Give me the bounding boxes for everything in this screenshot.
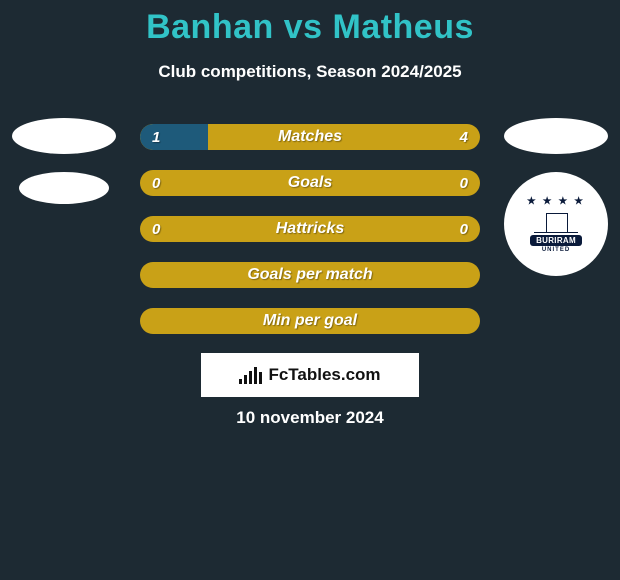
branding-box: FcTables.com: [201, 353, 419, 397]
bar-left-value: 1: [152, 124, 160, 150]
left-club-badge: [19, 172, 109, 204]
bars-icon: [239, 366, 262, 384]
stat-bar-matches: Matches1 4: [140, 124, 480, 150]
bar-label: Matches: [140, 124, 480, 150]
bar-right-value: 0: [460, 170, 468, 196]
bar-right-value: 4: [460, 124, 468, 150]
left-player-column: [8, 118, 120, 222]
comparison-card: Banhan vs Matheus Club competitions, Sea…: [0, 0, 620, 580]
right-club-badge: ★ ★ ★ ★ BURIRAM UNITED: [504, 172, 608, 276]
badge-stars-icon: ★ ★ ★ ★: [527, 196, 585, 207]
right-player-column: ★ ★ ★ ★ BURIRAM UNITED: [500, 118, 612, 276]
branding-text: FcTables.com: [268, 365, 380, 385]
right-player-avatar: [504, 118, 608, 154]
stat-bar-hattricks: Hattricks0 0: [140, 216, 480, 242]
bar-label: Goals: [140, 170, 480, 196]
page-title: Banhan vs Matheus: [0, 8, 620, 47]
bar-label: Hattricks: [140, 216, 480, 242]
bar-label: Min per goal: [140, 308, 480, 334]
badge-building-icon: [534, 209, 578, 233]
stat-bar-goals-per-match: Goals per match: [140, 262, 480, 288]
bar-label: Goals per match: [140, 262, 480, 288]
badge-banner-text: BURIRAM: [530, 235, 582, 246]
stat-bars: Matches14Goals00Hattricks00Goals per mat…: [140, 124, 480, 354]
stat-bar-goals: Goals0 0: [140, 170, 480, 196]
bar-left-value: 0: [152, 216, 160, 242]
bar-right-value: 0: [460, 216, 468, 242]
bar-left-value: 0: [152, 170, 160, 196]
stat-bar-min-per-goal: Min per goal: [140, 308, 480, 334]
left-player-avatar: [12, 118, 116, 154]
subtitle: Club competitions, Season 2024/2025: [0, 62, 620, 82]
date-label: 10 november 2024: [0, 408, 620, 428]
badge-subtext: UNITED: [542, 247, 570, 253]
